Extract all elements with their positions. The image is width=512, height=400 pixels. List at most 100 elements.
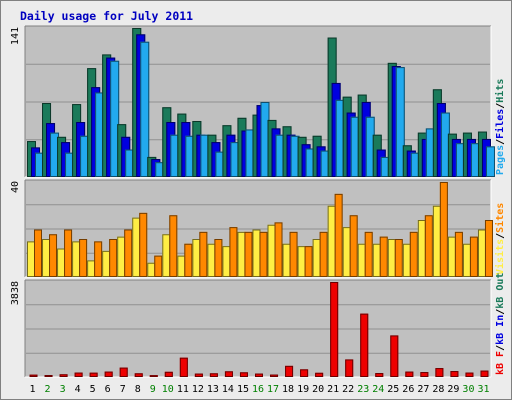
bar-sites — [319, 231, 328, 277]
bar-pages — [395, 67, 405, 177]
bar-pages — [110, 60, 120, 177]
bar-sites — [64, 229, 73, 277]
bar-fill — [319, 231, 328, 277]
bar-outline — [224, 371, 233, 378]
bar-fill — [275, 134, 285, 177]
bar-fill — [94, 241, 103, 277]
bar-kb-f — [89, 372, 98, 377]
bar-fill — [49, 234, 58, 277]
bar-fill — [260, 101, 270, 177]
bar-fill — [119, 367, 128, 377]
bar-sites — [349, 215, 358, 277]
bar-visits — [327, 205, 336, 277]
day-label: 31 — [477, 384, 489, 395]
bar-outline — [34, 229, 42, 277]
bar-visits — [402, 243, 411, 277]
bar-fill — [35, 152, 44, 177]
bar-fill — [110, 60, 120, 177]
bar-outline — [94, 241, 103, 277]
bar-outline — [154, 255, 163, 277]
day-label: 19 — [297, 384, 309, 395]
bar-outline — [435, 368, 444, 378]
bar-kb-f — [224, 371, 233, 378]
bar-sites — [154, 255, 163, 277]
day-label: 2 — [45, 384, 51, 395]
bar-sites — [139, 212, 148, 277]
bar-fill — [477, 229, 486, 277]
bar-fill — [375, 373, 384, 377]
day-label: 26 — [402, 384, 414, 395]
bar-outline — [139, 212, 148, 277]
bar-sites — [49, 234, 58, 277]
bar-outline — [480, 370, 489, 378]
bar-visits — [237, 231, 246, 277]
bar-outline — [375, 373, 384, 378]
bar-kb-f — [285, 365, 294, 378]
legend-entry: Sites — [494, 203, 506, 233]
bar-fill — [455, 143, 465, 177]
bar-fill — [245, 129, 255, 177]
bar-visits — [267, 224, 276, 277]
bar-kb-f — [405, 371, 414, 377]
day-label: 16 — [252, 384, 264, 395]
legend-entry: / — [495, 345, 506, 351]
bar-fill — [402, 243, 411, 277]
day-label: 17 — [267, 384, 279, 395]
day-label: 18 — [282, 384, 294, 395]
bar-outline — [394, 239, 403, 277]
bar-fill — [65, 152, 75, 177]
bar-fill — [95, 92, 105, 177]
bar-pages — [140, 41, 150, 178]
bar-visits — [297, 246, 306, 277]
bar-outline — [74, 372, 83, 378]
bar-fill — [239, 372, 248, 377]
legend-entry: / — [495, 103, 506, 109]
bar-sites — [484, 220, 493, 277]
bar-sites — [304, 246, 313, 277]
bar-fill — [179, 357, 188, 377]
bar-fill — [29, 374, 38, 377]
legend-entry: kB F — [495, 351, 506, 375]
bar-fill — [364, 231, 373, 277]
bar-fill — [440, 112, 450, 177]
bar-sites — [259, 231, 268, 277]
bar-fill — [480, 370, 489, 377]
legend-entry: / — [495, 139, 506, 145]
bar-fill — [169, 215, 178, 277]
bar-visits — [417, 220, 426, 277]
bar-fill — [200, 134, 210, 177]
bar-visits — [42, 239, 51, 277]
bar-fill — [80, 135, 90, 177]
bar-sites — [394, 239, 403, 277]
bar-fill — [215, 151, 225, 177]
bar-visits — [117, 236, 126, 277]
bar-sites — [34, 229, 42, 277]
bar-kb-f — [450, 371, 459, 378]
ymax-label: 3838 — [10, 281, 21, 305]
day-label: 24 — [372, 384, 384, 395]
ymax-label: 40 — [10, 181, 21, 193]
bar-outline — [244, 231, 253, 277]
bar-sites — [334, 193, 343, 277]
bar-fill — [229, 227, 238, 277]
bar-fill — [345, 359, 354, 377]
bar-fill — [267, 224, 276, 277]
bar-outline — [64, 229, 73, 277]
bar-outline — [405, 371, 414, 377]
bar-fill — [435, 368, 444, 377]
bar-outline — [319, 231, 328, 277]
bar-sites — [229, 227, 238, 277]
bar-outline — [349, 215, 358, 277]
bar-fill — [297, 246, 306, 277]
legend-entry: kB In — [495, 315, 506, 345]
bar-fill — [454, 231, 463, 277]
bar-kb-f — [375, 373, 384, 378]
panel-legend: Visits/Sites — [494, 203, 506, 275]
bar-outline — [79, 239, 88, 277]
bar-sites — [454, 231, 463, 277]
bar-fill — [320, 150, 330, 177]
bar-fill — [209, 373, 218, 377]
bar-fill — [462, 243, 471, 277]
bar-visits — [132, 217, 141, 277]
bar-outline — [274, 222, 283, 277]
